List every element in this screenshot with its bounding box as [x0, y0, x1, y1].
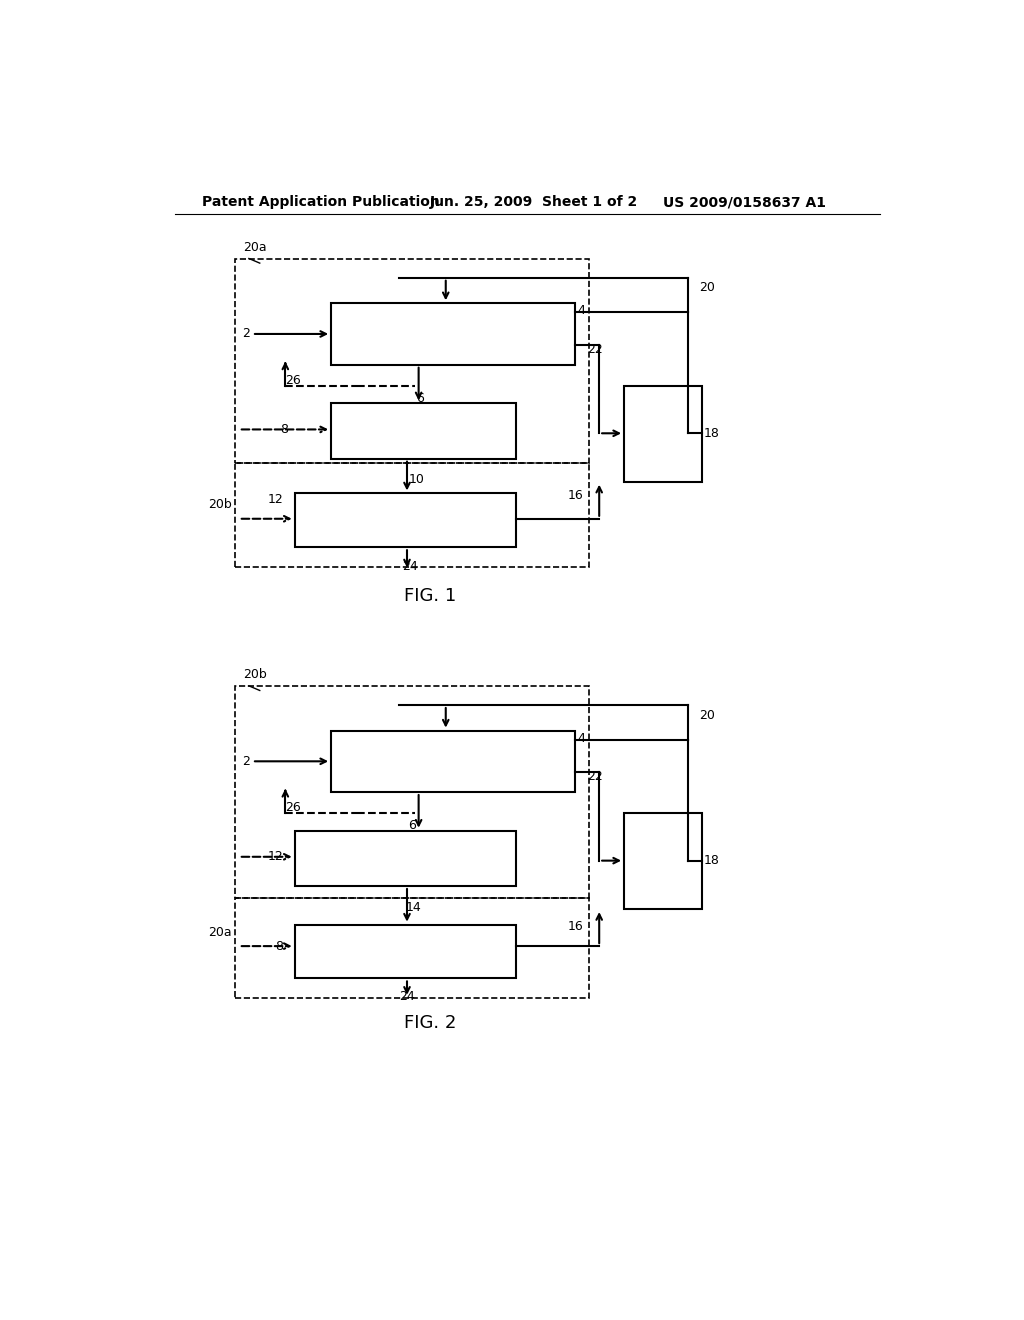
Text: Patent Application Publication: Patent Application Publication: [202, 195, 439, 210]
Text: 22: 22: [587, 770, 602, 783]
Text: 18: 18: [703, 426, 720, 440]
Text: 4: 4: [578, 305, 586, 317]
Text: 6: 6: [417, 392, 424, 405]
Text: 12: 12: [267, 850, 283, 863]
Text: 26: 26: [286, 374, 301, 387]
Text: 16: 16: [567, 920, 584, 933]
Text: 24: 24: [402, 561, 418, 573]
Text: 20: 20: [699, 281, 715, 294]
Text: 2: 2: [243, 327, 251, 341]
Text: US 2009/0158637 A1: US 2009/0158637 A1: [663, 195, 825, 210]
Bar: [295, 494, 515, 548]
Text: 16: 16: [567, 490, 584, 502]
Text: 20a: 20a: [243, 240, 266, 253]
Text: 12: 12: [267, 492, 283, 506]
Bar: [331, 730, 575, 792]
Text: 22: 22: [587, 343, 602, 356]
Text: FIG. 1: FIG. 1: [404, 587, 457, 605]
Text: 20b: 20b: [243, 668, 266, 681]
Bar: [234, 462, 589, 566]
Text: 14: 14: [406, 902, 421, 915]
Bar: [331, 404, 515, 459]
Bar: [331, 304, 575, 364]
Bar: [234, 259, 589, 462]
Text: 8: 8: [275, 940, 283, 953]
Text: 20: 20: [699, 709, 715, 722]
Text: 2: 2: [243, 755, 251, 768]
Text: 10: 10: [409, 473, 424, 486]
Bar: [624, 813, 701, 909]
Text: 26: 26: [286, 801, 301, 814]
Text: 18: 18: [703, 854, 720, 867]
Text: 20a: 20a: [208, 925, 231, 939]
Bar: [234, 898, 589, 998]
Text: FIG. 2: FIG. 2: [404, 1014, 457, 1032]
Text: 20b: 20b: [208, 499, 231, 511]
Text: 24: 24: [399, 990, 415, 1003]
Bar: [234, 686, 589, 898]
Bar: [624, 385, 701, 482]
Text: Jun. 25, 2009  Sheet 1 of 2: Jun. 25, 2009 Sheet 1 of 2: [430, 195, 639, 210]
Text: 4: 4: [578, 731, 586, 744]
Text: 8: 8: [281, 422, 289, 436]
Bar: [295, 924, 515, 978]
Bar: [295, 830, 515, 886]
Text: 6: 6: [409, 818, 417, 832]
